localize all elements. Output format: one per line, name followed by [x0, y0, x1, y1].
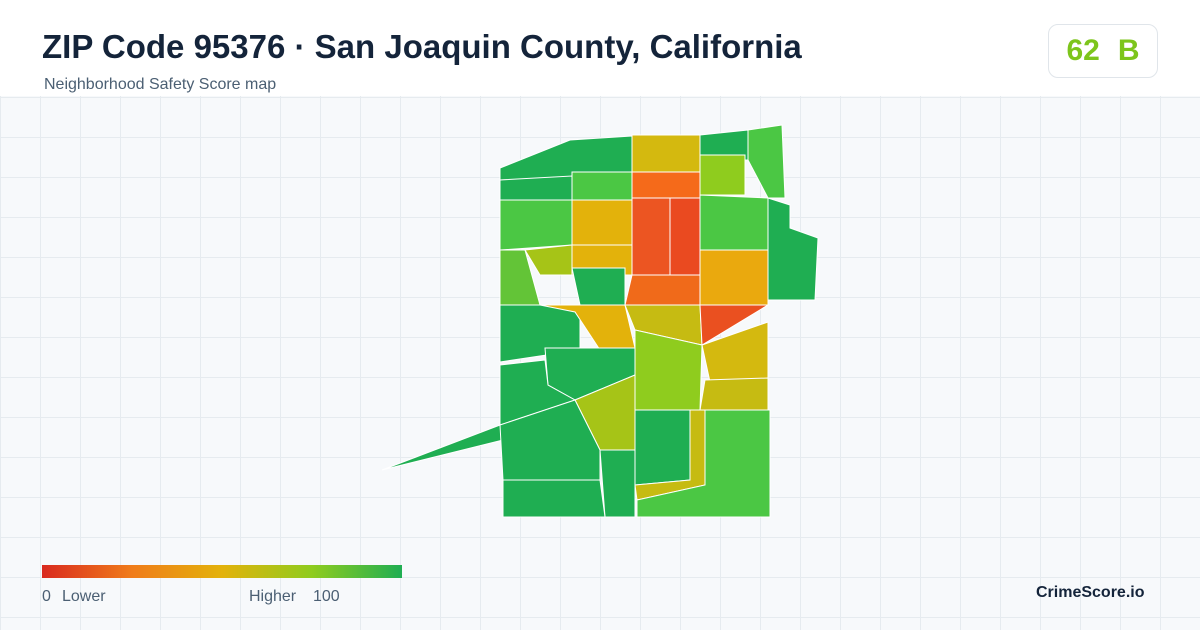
legend-max: 100 [313, 588, 340, 605]
score: 62 [1066, 34, 1100, 67]
legend-min-label: Lower [62, 588, 106, 605]
legend-min: 0 [42, 588, 51, 605]
title: ZIP Code 95376 · San Joaquin County, Cal… [42, 28, 802, 65]
legend-max-label: Higher [249, 588, 297, 605]
header [0, 0, 1200, 96]
legend-gradient [42, 565, 402, 578]
brand: CrimeScore.io [1036, 584, 1145, 601]
score-badge: 62 B [1048, 24, 1158, 78]
grade: B [1117, 34, 1140, 67]
subtitle: Neighborhood Safety Score map [44, 76, 277, 93]
